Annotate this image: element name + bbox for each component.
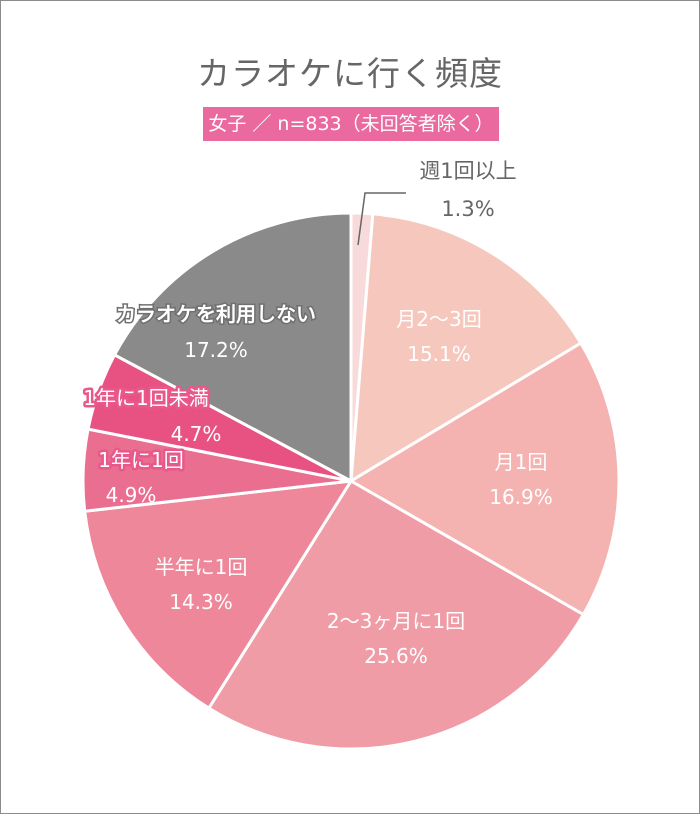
slice-value-label: 15.1% bbox=[407, 342, 471, 366]
slice-value-label: 17.2% bbox=[184, 338, 248, 362]
pie-slice bbox=[112, 211, 353, 484]
slice-label: 1年に1回未満 bbox=[83, 386, 208, 410]
pie-slice bbox=[349, 212, 583, 484]
slice-value-label: 16.9% bbox=[489, 485, 553, 509]
slice-label: 月2～3回 bbox=[396, 307, 481, 331]
slice-label: カラオケを利用しない bbox=[116, 302, 316, 326]
pie-slice bbox=[206, 478, 586, 751]
slice-label: 月1回 bbox=[495, 450, 548, 474]
slice-value-label: 1.3% bbox=[441, 197, 494, 221]
slice-label: 週1回以上 bbox=[419, 159, 516, 183]
pie-slice bbox=[83, 479, 354, 711]
slice-label: 2～3ヶ月に1回 bbox=[327, 609, 465, 633]
slice-label: 1年に1回 bbox=[98, 448, 183, 472]
leader-line bbox=[357, 192, 406, 246]
chart-title: カラオケに行く頻度 bbox=[197, 54, 503, 93]
slice-value-label: 4.9% bbox=[106, 483, 157, 507]
slice-value-label: 14.3% bbox=[169, 590, 233, 614]
pie-slice bbox=[348, 341, 621, 617]
slice-value-label: 25.6% bbox=[364, 644, 428, 668]
slice-value-label: 4.7% bbox=[171, 422, 222, 446]
slice-label: 半年に1回 bbox=[155, 555, 248, 579]
chart-subtitle-badge: 女子 ／ n=833（未回答者除く） bbox=[203, 107, 499, 141]
